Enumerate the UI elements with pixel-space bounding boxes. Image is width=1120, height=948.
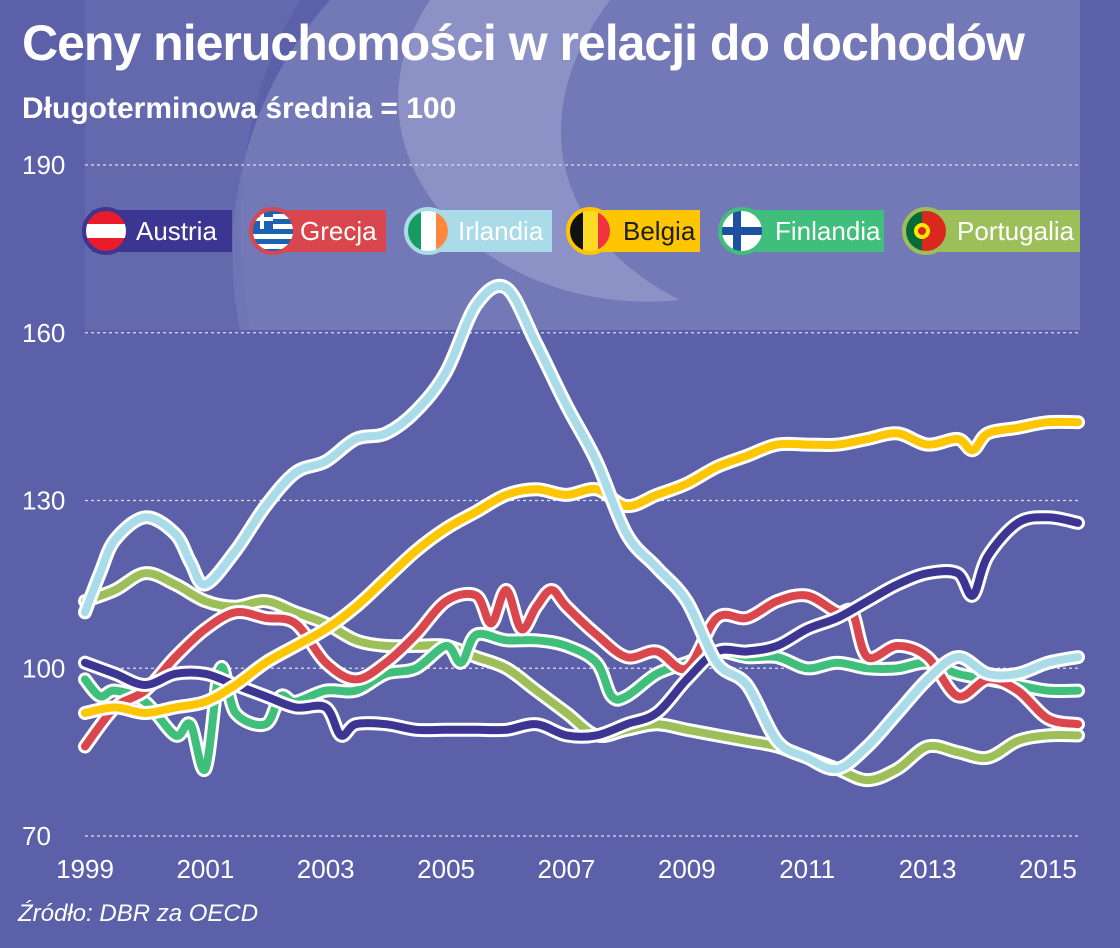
- chart-title: Ceny nieruchomości w relacji do dochodów: [22, 15, 1025, 71]
- series-line-grecja: [81, 585, 1082, 751]
- chart-subtitle: Długoterminowa średnia = 100: [22, 92, 457, 125]
- legend-label: Portugalia: [957, 216, 1075, 246]
- x-tick-label: 2007: [538, 854, 596, 884]
- y-tick-label: 70: [22, 821, 51, 851]
- belgium-flag-icon: [566, 207, 614, 255]
- series-finlandia: [78, 626, 1085, 778]
- series-line-finlandia: [81, 629, 1082, 775]
- x-axis: 1999 2001 2003 2005 2007 2009 2011 2013 2015: [56, 854, 1077, 884]
- legend-item-portugalia: Portugalia: [902, 207, 1080, 255]
- series-portugalia: [78, 566, 1085, 788]
- x-tick-label: 2003: [297, 854, 355, 884]
- x-tick-label: 2009: [658, 854, 716, 884]
- legend-item-austria: Austria: [82, 207, 232, 255]
- legend-label: Irlandia: [458, 216, 544, 246]
- y-tick-label: 100: [22, 653, 65, 683]
- portugal-flag-icon: [902, 207, 950, 255]
- legend-label: Belgia: [623, 216, 696, 246]
- finland-flag-icon: [718, 207, 766, 255]
- series-line-irlandia: [81, 281, 1082, 774]
- legend-label: Grecja: [300, 216, 377, 246]
- y-axis: 70 100 130 160 190: [22, 150, 65, 851]
- x-tick-label: 2001: [176, 854, 234, 884]
- x-tick-label: 2011: [779, 854, 835, 884]
- source-note: Źródło: DBR za OECD: [18, 900, 259, 927]
- austria-flag-icon: [82, 207, 130, 255]
- x-tick-label: 2015: [1019, 854, 1077, 884]
- series-belgia: [78, 414, 1085, 720]
- legend-item-belgia: Belgia: [566, 207, 700, 255]
- series-line-portugalia: [81, 569, 1082, 785]
- y-tick-label: 160: [22, 318, 65, 348]
- legend: Austria Grecja: [82, 207, 1080, 255]
- ireland-flag-icon: [404, 207, 452, 255]
- series-austria: [78, 510, 1085, 744]
- series-line-austria: [81, 513, 1082, 741]
- legend-label: Austria: [136, 216, 217, 246]
- x-tick-label: 2005: [417, 854, 475, 884]
- x-tick-label: 2013: [899, 854, 957, 884]
- series-irlandia: [78, 278, 1085, 777]
- y-tick-label: 130: [22, 486, 65, 516]
- legend-item-irlandia: Irlandia: [404, 207, 552, 255]
- legend-item-grecja: Grecja: [249, 207, 386, 255]
- legend-item-finlandia: Finlandia: [718, 207, 884, 255]
- series-grecja: [78, 582, 1085, 754]
- y-tick-label: 190: [22, 150, 65, 180]
- greece-flag-icon: [249, 207, 297, 255]
- series-line-belgia: [81, 417, 1082, 717]
- series-lines: [78, 278, 1085, 788]
- x-tick-label: 1999: [56, 854, 114, 884]
- legend-label: Finlandia: [775, 216, 881, 246]
